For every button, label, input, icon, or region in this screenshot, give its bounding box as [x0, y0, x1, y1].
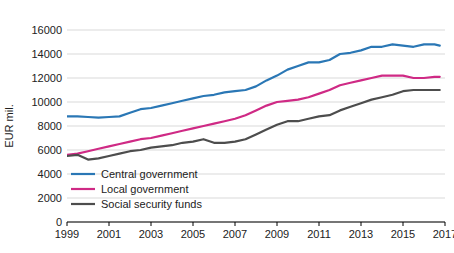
x-axis — [67, 222, 445, 223]
x-tick — [403, 222, 404, 226]
x-tick — [235, 222, 236, 226]
x-tick — [67, 222, 68, 226]
legend-swatch — [71, 188, 95, 190]
y-tick-label: 0 — [56, 216, 62, 228]
y-axis-label: EUR mil. — [3, 104, 15, 147]
x-tick — [361, 222, 362, 226]
x-tick-label: 2011 — [307, 228, 331, 240]
series-line — [67, 76, 440, 155]
grid-line — [67, 54, 445, 55]
x-tick-label: 2005 — [181, 228, 205, 240]
grid-line — [67, 78, 445, 79]
x-tick-label: 2001 — [97, 228, 121, 240]
x-tick-label: 2009 — [265, 228, 289, 240]
x-tick-label: 1999 — [55, 228, 79, 240]
y-tick-label: 16000 — [31, 24, 62, 36]
x-tick — [445, 222, 446, 226]
grid-line — [67, 150, 445, 151]
x-tick — [193, 222, 194, 226]
y-tick-label: 14000 — [31, 48, 62, 60]
x-tick-label: 2003 — [139, 228, 163, 240]
x-tick — [109, 222, 110, 226]
y-tick-label: 2000 — [38, 192, 62, 204]
x-tick — [151, 222, 152, 226]
y-tick-label: 8000 — [38, 120, 62, 132]
y-tick-label: 4000 — [38, 168, 62, 180]
y-tick-label: 10000 — [31, 96, 62, 108]
legend-label: Central government — [101, 168, 198, 180]
x-tick-label: 2007 — [223, 228, 247, 240]
x-tick-label: 2015 — [391, 228, 415, 240]
grid-line — [67, 102, 445, 103]
legend-label: Local government — [101, 183, 188, 195]
y-tick-label: 6000 — [38, 144, 62, 156]
grid-line — [67, 126, 445, 127]
x-tick — [319, 222, 320, 226]
y-tick-label: 12000 — [31, 72, 62, 84]
series-line — [67, 44, 440, 117]
chart: 0 2000 4000 6000 8000 10000 12000 14000 16000 199… — [0, 0, 454, 253]
plot-area — [67, 44, 440, 159]
legend-label: Social security funds — [101, 198, 202, 210]
x-tick-label: 2013 — [349, 228, 373, 240]
grid-line — [67, 30, 445, 31]
x-tick-label: 2017 — [433, 228, 454, 240]
grid-line — [67, 222, 445, 223]
x-tick — [277, 222, 278, 226]
legend-swatch — [71, 173, 95, 175]
series-line — [67, 90, 440, 160]
legend-swatch — [71, 203, 95, 205]
